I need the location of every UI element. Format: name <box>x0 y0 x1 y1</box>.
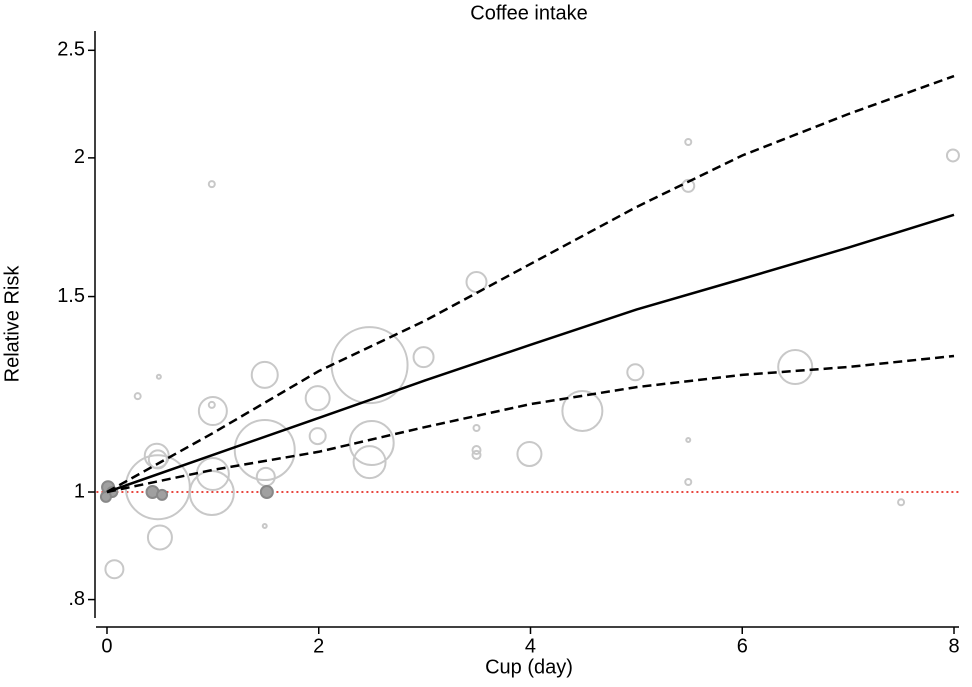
bubble <box>684 137 693 146</box>
bubble <box>945 148 960 163</box>
bubble <box>472 424 481 433</box>
bubble <box>777 349 814 386</box>
bubble <box>471 449 482 460</box>
bubble <box>259 485 274 500</box>
y-tick-label: 1 <box>74 480 85 502</box>
chart-title: Coffee intake <box>470 2 588 24</box>
fit-line <box>106 213 955 494</box>
bubble <box>412 346 435 369</box>
bubble <box>250 360 279 389</box>
bubble <box>516 441 543 468</box>
bubble <box>897 498 906 507</box>
bubble <box>104 559 125 580</box>
bubble <box>471 445 482 456</box>
y-tick-label: 2 <box>74 146 85 168</box>
bubble <box>685 436 692 443</box>
bubble <box>561 389 604 432</box>
bubble <box>255 466 276 487</box>
bubble <box>626 363 645 382</box>
y-tick-label: 2.5 <box>57 39 85 61</box>
x-axis-label: Cup (day) <box>485 656 573 678</box>
bubble <box>147 449 168 470</box>
bubble <box>308 427 327 446</box>
bubble <box>155 373 162 380</box>
bubble <box>684 477 693 486</box>
y-tick-label: 1.5 <box>57 285 85 307</box>
fit-line <box>106 354 955 494</box>
bubble <box>348 420 395 467</box>
bubble <box>207 400 216 409</box>
bubble <box>146 524 173 551</box>
bubble <box>99 490 112 503</box>
y-tick-label: .8 <box>68 588 85 610</box>
x-tick-label: 8 <box>948 635 959 657</box>
bubble <box>233 419 296 482</box>
x-tick-label: 6 <box>737 635 748 657</box>
bubble <box>304 385 331 412</box>
bubble <box>156 488 169 501</box>
bubble <box>133 392 142 401</box>
x-tick-label: 4 <box>525 635 536 657</box>
bubble <box>197 395 228 426</box>
fit-line <box>106 74 955 494</box>
bubble <box>352 445 387 480</box>
x-tick-label: 0 <box>101 635 112 657</box>
bubble <box>261 522 268 529</box>
bubble <box>207 180 216 189</box>
x-tick-label: 2 <box>313 635 324 657</box>
y-axis-label: Relative Risk <box>1 265 23 383</box>
